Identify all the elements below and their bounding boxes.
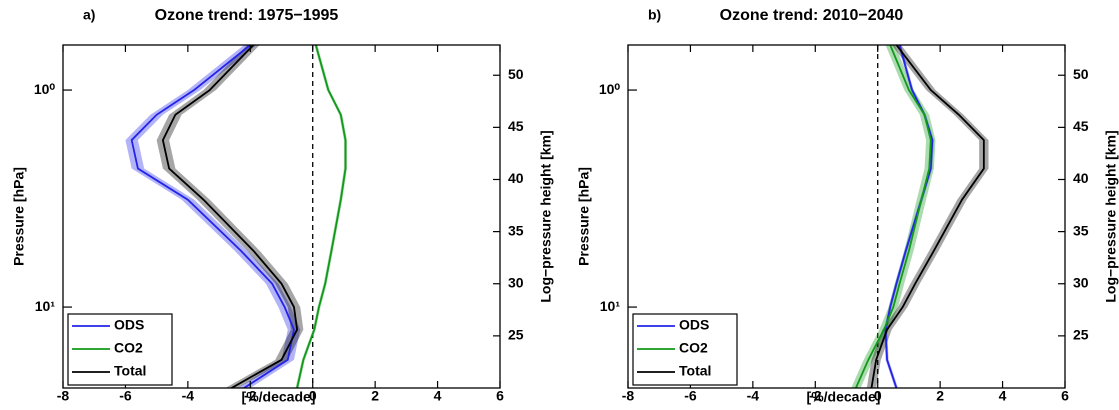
y2-tick-label: 25 <box>1073 327 1089 343</box>
uncertainty-band <box>851 45 936 388</box>
y2-tick-label: 45 <box>1073 118 1089 134</box>
x-tick-label: -2 <box>244 388 257 404</box>
panel: a) Ozone trend: 1975−1995 [%/decade] Pressu… <box>11 7 554 405</box>
x-tick-label: 6 <box>496 388 504 404</box>
legend-label: ODS <box>114 317 144 333</box>
y2-tick-label: 30 <box>1073 274 1089 290</box>
series-line <box>296 45 347 388</box>
y2-tick-label: 50 <box>508 66 524 82</box>
axes-frame <box>62 44 501 389</box>
legend-label: Total <box>679 363 711 379</box>
x-tick-label: -8 <box>57 388 70 404</box>
x-tick-label: 6 <box>1061 388 1069 404</box>
y-tick-label: 10¹ <box>600 298 621 314</box>
legend-label: ODS <box>679 317 709 333</box>
series-line <box>161 45 299 388</box>
x-tick-label: -4 <box>747 388 760 404</box>
y2-tick-label: 35 <box>508 222 524 238</box>
x-tick-label: 0 <box>874 388 882 404</box>
y-tick-label: 10⁰ <box>599 81 621 97</box>
y2-tick-label: 35 <box>1073 222 1089 238</box>
uncertainty-band <box>295 45 348 388</box>
y2-tick-label: 25 <box>508 327 524 343</box>
x-axis-label: [%/decade] <box>242 389 316 405</box>
chart-title: Ozone trend: 2010−2040 <box>720 7 904 24</box>
x-tick-label: 4 <box>999 388 1007 404</box>
y-axis-label: Pressure [hPa] <box>11 167 27 266</box>
legend-label: CO2 <box>114 340 143 356</box>
panel-label: a) <box>83 7 95 23</box>
x-tick-label: 2 <box>371 388 379 404</box>
x-tick-label: -2 <box>809 388 822 404</box>
x-tick-label: -8 <box>622 388 635 404</box>
panel-label: b) <box>648 7 661 23</box>
y2-axis-label: Log−pressure height [km] <box>538 130 554 302</box>
x-tick-label: 4 <box>434 388 442 404</box>
y2-tick-label: 45 <box>508 118 524 134</box>
plot-area <box>851 45 989 388</box>
y2-tick-label: 50 <box>1073 66 1089 82</box>
axes-frame <box>627 44 1066 389</box>
x-tick-label: 0 <box>309 388 317 404</box>
legend-label: Total <box>114 363 146 379</box>
x-tick-label: 2 <box>936 388 944 404</box>
x-axis-label: [%/decade] <box>807 389 881 405</box>
y2-axis-label: Log−pressure height [km] <box>1103 130 1119 302</box>
chart-title: Ozone trend: 1975−1995 <box>155 7 339 24</box>
y-tick-label: 10¹ <box>35 298 56 314</box>
panel: b) Ozone trend: 2010−2040 [%/decade] Pressu… <box>576 7 1119 405</box>
y-axis-label: Pressure [hPa] <box>576 167 592 266</box>
series-line <box>855 45 932 388</box>
x-tick-label: -4 <box>182 388 195 404</box>
plot-area <box>125 45 348 388</box>
x-tick-label: -6 <box>119 388 132 404</box>
series-line <box>130 45 295 388</box>
y-tick-label: 10⁰ <box>34 81 56 97</box>
y2-tick-label: 30 <box>508 274 524 290</box>
y2-tick-label: 40 <box>508 170 524 186</box>
legend-label: CO2 <box>679 340 708 356</box>
series-line <box>870 45 985 388</box>
y2-tick-label: 40 <box>1073 170 1089 186</box>
x-tick-label: -6 <box>684 388 697 404</box>
